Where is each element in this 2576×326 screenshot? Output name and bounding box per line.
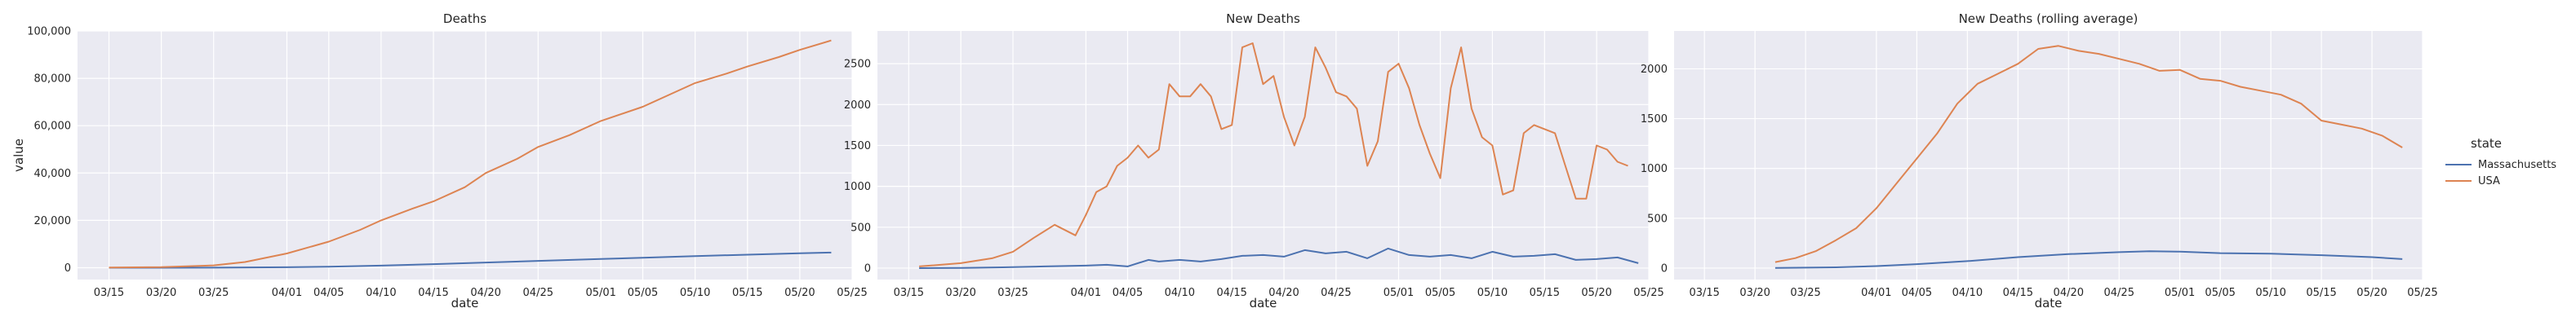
y-tick-label: 60,000	[34, 121, 72, 133]
plot-area	[78, 31, 852, 280]
x-tick-label: 05/10	[1477, 287, 1508, 299]
y-tick-label: 0	[1661, 262, 1668, 275]
x-tick-label: 05/15	[2306, 287, 2336, 299]
y-tick-label: 1500	[1641, 113, 1668, 126]
chart-title: New Deaths	[1226, 11, 1300, 26]
x-tick-label: 03/25	[1790, 287, 1820, 299]
x-tick-label: 05/01	[585, 287, 615, 299]
x-axis-label: date	[2035, 296, 2063, 311]
x-tick-label: 04/15	[418, 287, 448, 299]
x-tick-label: 03/15	[1689, 287, 1719, 299]
x-tick-label: 04/20	[470, 287, 500, 299]
y-tick-label: 2000	[1641, 64, 1668, 76]
x-axis-label: date	[1250, 296, 1277, 311]
x-tick-label: 04/20	[1268, 287, 1299, 299]
x-tick-label: 05/05	[2205, 287, 2235, 299]
x-tick-label: 04/05	[1902, 287, 1932, 299]
series-line-usa	[109, 39, 832, 269]
x-tick-label: 04/01	[1071, 287, 1101, 299]
plot-area	[877, 31, 1649, 280]
x-tick-label: 04/05	[313, 287, 344, 299]
y-tick-label: 1000	[844, 181, 871, 193]
series-line-massachusetts	[1774, 250, 2403, 269]
x-tick-label: 05/20	[2356, 287, 2387, 299]
x-tick-label: 04/10	[1952, 287, 1983, 299]
x-tick-label: 03/25	[997, 287, 1028, 299]
y-tick-label: 0	[864, 262, 871, 275]
y-tick-label: 2500	[844, 59, 871, 71]
chart-panel-3: 03/15 03/20 03/25 04/01 04/05 04/10 04/15 04/20…	[1641, 11, 2438, 311]
x-tick-label: 05/25	[837, 287, 867, 299]
x-tick-label: 03/25	[198, 287, 229, 299]
y-tick-label: 2000	[844, 99, 871, 112]
y-tick-label: 100,000	[27, 26, 71, 38]
chart-panel-1: 03/15 03/20 03/25 04/01 04/05 04/10 04/15 04/20…	[11, 11, 868, 311]
x-tick-label: 04/01	[272, 287, 302, 299]
legend: state Massachusetts USA	[2445, 136, 2556, 187]
chart-title: New Deaths (rolling average)	[1959, 11, 2139, 26]
legend-title: state	[2471, 136, 2502, 151]
plot-area	[1674, 31, 2423, 280]
series-line-usa	[1774, 45, 2403, 263]
y-tick-label: 1500	[844, 140, 871, 152]
x-tick-label: 04/05	[1113, 287, 1143, 299]
y-tick-label: 20,000	[34, 215, 72, 227]
y-tick-label: 80,000	[34, 73, 72, 86]
x-tick-label: 03/20	[146, 287, 176, 299]
y-axis-label: value	[11, 139, 26, 172]
x-tick-label: 04/25	[1321, 287, 1351, 299]
x-tick-label: 05/20	[1581, 287, 1611, 299]
series-line-massachusetts	[919, 247, 1639, 269]
x-tick-label: 05/15	[732, 287, 762, 299]
x-tick-label: 05/05	[628, 287, 658, 299]
y-tick-label: 40,000	[34, 168, 72, 180]
x-tick-label: 05/05	[1425, 287, 1455, 299]
x-tick-label: 04/15	[1216, 287, 1246, 299]
x-tick-label: 05/15	[1530, 287, 1560, 299]
x-tick-label: 04/10	[1165, 287, 1195, 299]
x-tick-label: 03/20	[1739, 287, 1770, 299]
x-tick-label: 04/25	[523, 287, 553, 299]
series-line-massachusetts	[109, 251, 832, 269]
chart-panel-2: 03/15 03/20 03/25 04/01 04/05 04/10 04/15 04/20…	[844, 11, 1664, 311]
y-tick-label: 1000	[1641, 163, 1668, 175]
series-line-usa	[919, 42, 1628, 267]
x-tick-label: 04/15	[2003, 287, 2033, 299]
x-axis-label: date	[451, 296, 479, 311]
legend-label-usa: USA	[2478, 175, 2500, 187]
y-tick-label: 0	[64, 262, 71, 275]
y-tick-label: 500	[851, 222, 871, 234]
x-tick-label: 04/20	[2054, 287, 2084, 299]
x-tick-label: 05/25	[2407, 287, 2437, 299]
chart-title: Deaths	[443, 11, 486, 26]
x-tick-label: 04/01	[1861, 287, 1891, 299]
x-tick-label: 03/15	[894, 287, 924, 299]
x-tick-label: 03/20	[945, 287, 975, 299]
x-tick-label: 05/01	[1383, 287, 1414, 299]
x-tick-label: 05/20	[784, 287, 815, 299]
x-tick-label: 05/10	[2255, 287, 2285, 299]
x-tick-label: 05/01	[2165, 287, 2195, 299]
y-tick-label: 500	[1647, 213, 1668, 225]
x-tick-label: 04/10	[366, 287, 396, 299]
x-tick-label: 03/15	[94, 287, 124, 299]
x-tick-label: 05/25	[1633, 287, 1663, 299]
x-tick-label: 04/25	[2104, 287, 2134, 299]
legend-label-massachusetts: Massachusetts	[2478, 159, 2556, 171]
x-tick-label: 05/10	[680, 287, 710, 299]
